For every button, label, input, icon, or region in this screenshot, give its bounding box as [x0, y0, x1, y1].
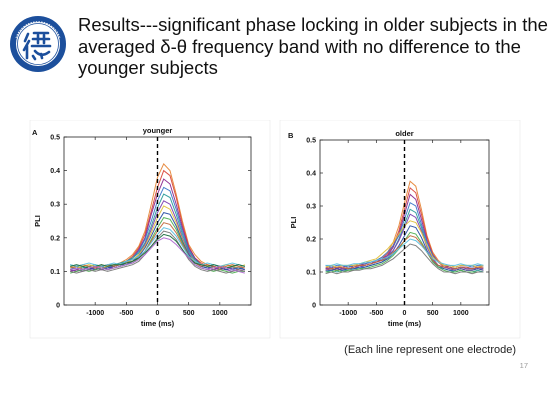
y-tick-label: 0: [312, 303, 316, 310]
axes-box: [319, 139, 490, 306]
y-tick-label: 0.5: [306, 138, 316, 145]
x-tick-label: -1000: [339, 310, 357, 317]
page-number: 17: [519, 361, 528, 370]
chart-panel-older: 0 0.1 0.2 0.3 0.4 0.5 -1000 -500 0 500 1000 older Bt…: [279, 120, 521, 339]
x-tick-label: 1000: [212, 310, 228, 317]
pli-figure: 0 0.1 0.2 0.3 0.4 0.5 -1000 -500 0 500 1000 younger…: [29, 120, 521, 339]
y-tick-label: 0.2: [306, 237, 316, 244]
x-tick-label: 1000: [453, 310, 469, 317]
x-tick-label: -500: [369, 310, 383, 317]
chart-title: older: [395, 129, 413, 138]
x-tick-label: 0: [403, 310, 407, 317]
panel-label: A: [32, 128, 38, 137]
chart-title: younger: [143, 126, 173, 135]
series-line: [325, 225, 484, 271]
x-axis-label: time (ms): [388, 319, 422, 328]
y-axis-label: PLI: [289, 217, 298, 229]
slide-title: Results---significant phase locking in o…: [78, 14, 548, 78]
panel-label: B: [288, 131, 294, 140]
series-line: [70, 200, 245, 272]
y-tick-label: 0.3: [50, 202, 60, 209]
university-logo: [10, 16, 66, 72]
y-tick-label: 0.4: [306, 171, 316, 178]
y-tick-label: 0.2: [50, 235, 60, 242]
series-line: [70, 237, 245, 274]
y-tick-label: 0.5: [50, 135, 60, 142]
y-tick-label: 0.3: [306, 204, 316, 211]
x-tick-label: 500: [183, 310, 195, 317]
figure-caption: (Each line represent one electrode): [344, 344, 516, 356]
logo-inner-ring: [17, 23, 59, 65]
series-line: [70, 233, 245, 269]
y-axis-label: PLI: [33, 215, 42, 227]
y-tick-label: 0.4: [50, 168, 60, 175]
y-tick-label: 0.1: [50, 269, 60, 276]
logo-glyph-icon: [22, 31, 52, 61]
y-tick-label: 0.1: [306, 270, 316, 277]
chart-panel-younger: 0 0.1 0.2 0.3 0.4 0.5 -1000 -500 0 500 1000 younger…: [29, 120, 271, 339]
series-line: [325, 238, 484, 266]
x-tick-label: -1000: [86, 310, 104, 317]
x-tick-label: 500: [427, 310, 439, 317]
y-tick-label: 0: [56, 303, 60, 310]
x-tick-label: 0: [156, 310, 160, 317]
x-tick-label: -500: [119, 310, 133, 317]
series-line: [70, 217, 245, 274]
x-axis-label: time (ms): [141, 319, 175, 328]
